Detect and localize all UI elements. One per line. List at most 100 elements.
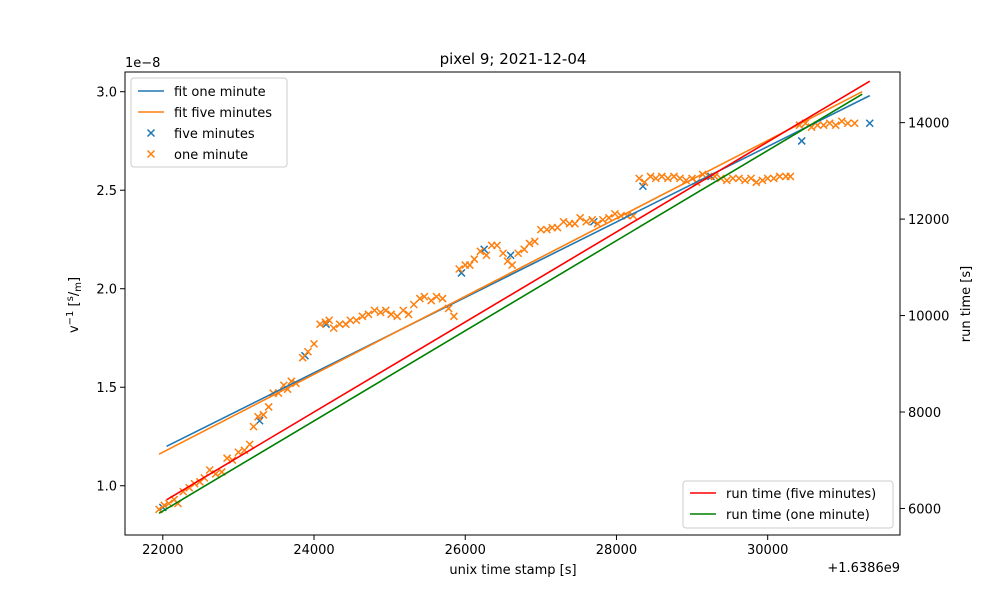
legend-label: run time (five minutes): [726, 487, 876, 502]
marker-stroke: [358, 312, 367, 321]
point-one-minute: [455, 264, 464, 274]
marker-stroke: [553, 223, 562, 232]
y-right-tick-label: 12000: [908, 213, 949, 228]
x-tick-label: 26000: [445, 543, 486, 558]
point-one-minute: [640, 178, 649, 187]
point-one-minute: [415, 294, 424, 303]
marker-stroke: [370, 306, 379, 315]
marker-stroke: [629, 211, 638, 220]
marker-stroke: [610, 209, 619, 218]
marker-stroke: [604, 213, 613, 222]
marker-stroke: [399, 306, 408, 315]
point-one-minute: [492, 241, 502, 250]
point-one-minute: [249, 422, 258, 431]
marker-stroke: [593, 219, 602, 228]
point-one-minute: [303, 347, 313, 356]
point-one-minute: [321, 318, 330, 327]
point-one-minute: [254, 412, 263, 421]
point-one-minute: [576, 213, 585, 222]
marker-stroke: [758, 176, 767, 185]
marker-stroke: [786, 172, 795, 181]
marker-stroke: [675, 174, 685, 183]
point-one-minute: [635, 174, 644, 183]
marker-stroke: [287, 377, 296, 386]
marker-stroke: [559, 217, 568, 226]
y-right-tick-label: 10000: [908, 310, 949, 325]
point-one-minute: [358, 312, 367, 321]
marker-stroke: [444, 304, 453, 313]
legend-label: five minutes: [174, 127, 255, 142]
point-one-minute: [499, 249, 508, 258]
point-one-minute: [381, 306, 390, 315]
point-one-minute: [675, 174, 685, 183]
marker-stroke: [710, 172, 719, 181]
point-one-minute: [432, 292, 441, 301]
point-one-minute: [387, 310, 396, 319]
point-one-minute: [740, 176, 750, 185]
point-one-minute: [245, 440, 254, 449]
point-one-minute: [542, 225, 551, 234]
point-one-minute: [364, 310, 373, 319]
point-one-minute: [734, 174, 743, 183]
y-left-tick-label: 3.0: [96, 86, 117, 101]
marker-stroke: [503, 257, 512, 266]
marker-stroke: [536, 225, 545, 234]
point-one-minute: [831, 121, 840, 130]
marker-stroke: [819, 121, 828, 130]
point-one-minute: [420, 292, 429, 301]
marker-stroke: [542, 225, 551, 234]
legend-entry-fit-one-minute: fit one minute: [138, 85, 266, 100]
marker-stroke: [254, 412, 263, 421]
marker-stroke: [514, 249, 523, 258]
marker-stroke: [211, 469, 220, 478]
point-one-minute: [325, 316, 334, 325]
point-one-minute: [160, 501, 169, 510]
point-one-minute: [582, 217, 591, 226]
marker-stroke: [681, 176, 691, 185]
marker-stroke: [508, 261, 517, 270]
point-one-minute: [329, 324, 338, 333]
point-one-minute: [508, 261, 517, 270]
point-one-minute: [465, 261, 474, 270]
y-left-tick-label: 1.0: [96, 480, 117, 495]
marker-stroke: [807, 123, 816, 132]
marker-stroke: [740, 176, 750, 185]
legend-label: run time (one minute): [726, 508, 870, 523]
point-one-minute: [409, 300, 418, 309]
marker-stroke: [264, 402, 273, 411]
point-one-minute: [629, 211, 638, 220]
point-one-minute: [758, 176, 767, 185]
marker-stroke: [205, 465, 214, 475]
marker-stroke: [427, 296, 436, 305]
marker-stroke: [635, 174, 644, 183]
x-tick-label: 24000: [293, 543, 334, 558]
point-one-minute: [530, 237, 539, 246]
y-axis-left: 1.0 1.5 2.0 2.5 3.0: [96, 86, 125, 495]
legend-label: fit one minute: [174, 85, 266, 100]
series-line-run-time-one-minute: [158, 93, 863, 514]
marker-stroke: [364, 310, 373, 319]
marker-stroke: [321, 318, 330, 327]
marker-stroke: [734, 174, 743, 183]
point-one-minute: [476, 247, 485, 256]
point-five-minutes: [797, 136, 806, 145]
legend-left: fit one minute fit five minutes five minut…: [130, 77, 288, 168]
point-one-minute: [376, 308, 385, 317]
marker-stroke: [415, 294, 424, 303]
marker-stroke: [255, 416, 264, 425]
legend-entry-run-time-one-minute: run time (one minute): [690, 508, 870, 523]
legend-right: run time (five minutes) run time (one min…: [682, 480, 894, 529]
y-left-tick-label: 1.5: [96, 381, 117, 396]
x-axis-label: unix time stamp [s]: [449, 563, 576, 578]
marker-stroke: [245, 440, 254, 449]
point-one-minute: [610, 209, 619, 218]
marker-stroke: [480, 245, 489, 254]
point-one-minute: [657, 172, 666, 181]
y-left-label-unit-den: m: [73, 282, 84, 292]
legend-label: fit five minutes: [174, 106, 272, 121]
point-one-minute: [234, 448, 243, 457]
y-right-tick-label: 14000: [908, 117, 949, 132]
marker-stroke: [438, 294, 447, 303]
x-tick-label: 28000: [596, 543, 637, 558]
